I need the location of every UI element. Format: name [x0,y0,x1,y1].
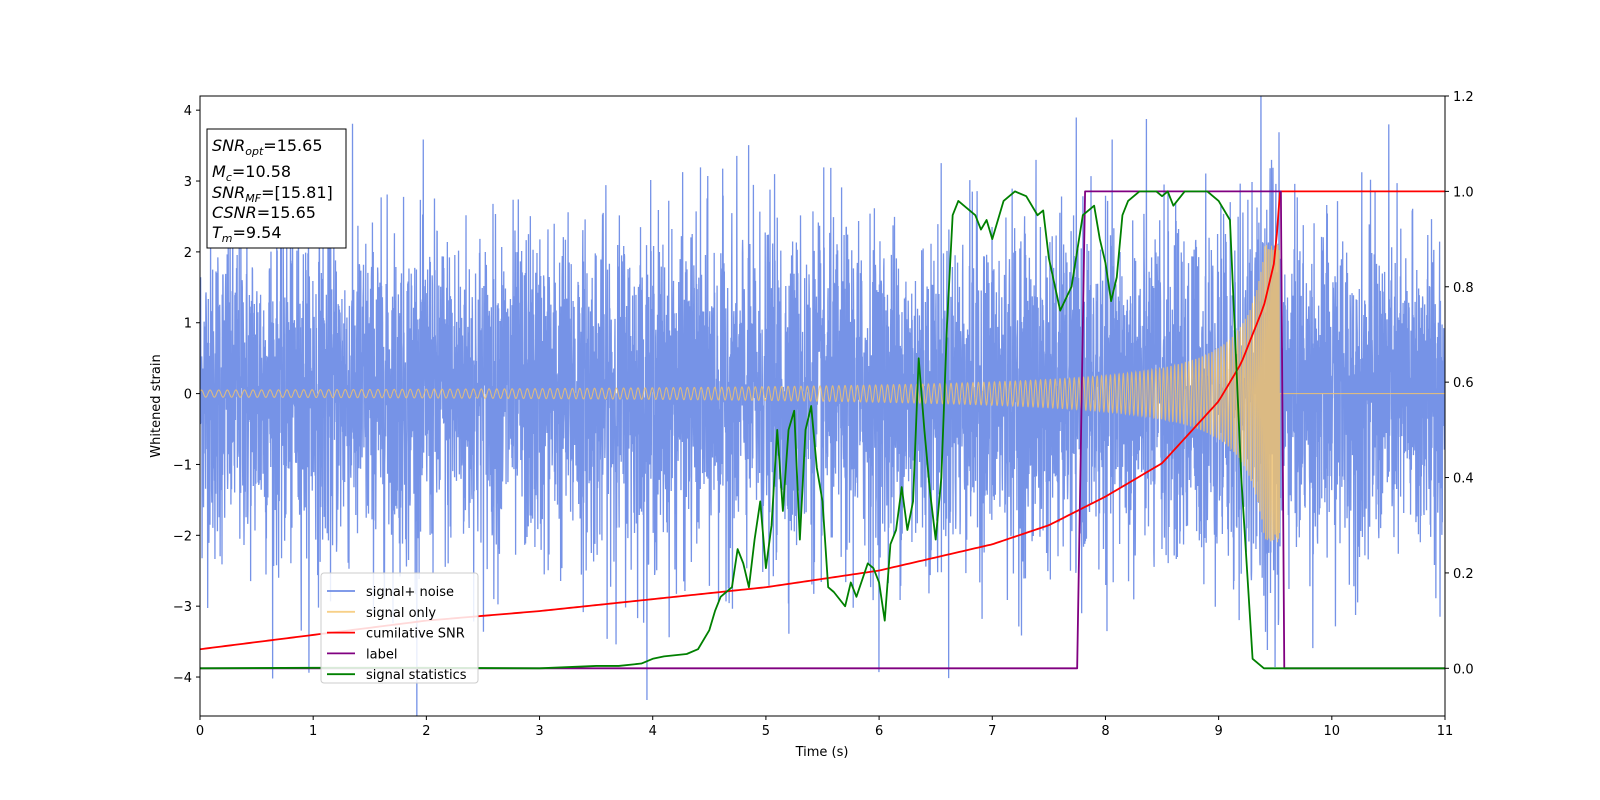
y-axis-label: Whitened strain [149,354,164,457]
series-signal-only [200,244,1445,543]
y-tick-label: 3 [184,175,192,190]
legend: signal+ noise signal only cumilative SNR la… [320,572,479,684]
info-tm: Tm=9.54 [212,223,282,245]
y2-tick-label: 0.6 [1453,376,1474,391]
x-tick-label: 6 [875,724,883,739]
info-snr-mf: SNRMF=[15.81] [212,183,333,205]
x-tick-label: 10 [1324,724,1341,739]
x-tick-label: 11 [1437,724,1454,739]
legend-label-text: label [366,647,397,662]
x-tick-label: 5 [762,724,770,739]
x-tick-label: 4 [649,724,657,739]
x-tick-label: 0 [196,724,204,739]
y2-tick-label: 0.8 [1453,281,1474,296]
x-tick-label: 9 [1214,724,1222,739]
y2-tick-label: 0.0 [1453,662,1474,677]
info-box: SNRopt=15.65 Mc=10.58 SNRMF=[15.81] CSNR… [206,128,347,249]
info-csnr: CSNR=15.65 [212,203,316,222]
y-tick-label: 2 [184,246,192,261]
series-signal-statistics [200,190,1445,670]
y-axis-left: −4 −3 −2 −1 0 1 2 3 4 [173,104,200,686]
y2-tick-label: 1.0 [1453,185,1474,200]
y-tick-label: −1 [173,458,192,473]
legend-signal-noise-text: signal+ noise [366,585,454,600]
x-tick-label: 8 [1101,724,1109,739]
x-tick-label: 2 [422,724,430,739]
y2-tick-label: 0.2 [1453,567,1474,582]
y-tick-label: 0 [184,388,192,403]
info-mc: Mc=10.58 [212,162,291,184]
legend-signal-statistics-text: signal statistics [366,668,467,683]
x-tick-label: 7 [988,724,996,739]
x-tick-label: 3 [535,724,543,739]
legend-cumulative-snr-text: cumilative SNR [366,627,465,642]
x-axis-label: Time (s) [795,745,849,760]
y-tick-label: −3 [173,600,192,615]
y-tick-label: −4 [173,671,192,686]
y-axis-right: 0.0 0.2 0.4 0.6 0.8 1.0 1.2 [1445,90,1474,677]
y-tick-label: 4 [184,104,192,119]
axes-frame [199,95,1446,717]
info-snr-opt: SNRopt=15.65 [212,136,323,158]
y-tick-label: 1 [184,317,192,332]
y-tick-label: −2 [173,529,192,544]
y2-tick-label: 0.4 [1453,472,1474,487]
x-axis: 0 1 2 3 4 5 6 7 8 9 10 11 [196,716,1453,739]
x-tick-label: 1 [309,724,317,739]
y2-tick-label: 1.2 [1453,90,1474,105]
legend-signal-only-text: signal only [366,606,436,621]
